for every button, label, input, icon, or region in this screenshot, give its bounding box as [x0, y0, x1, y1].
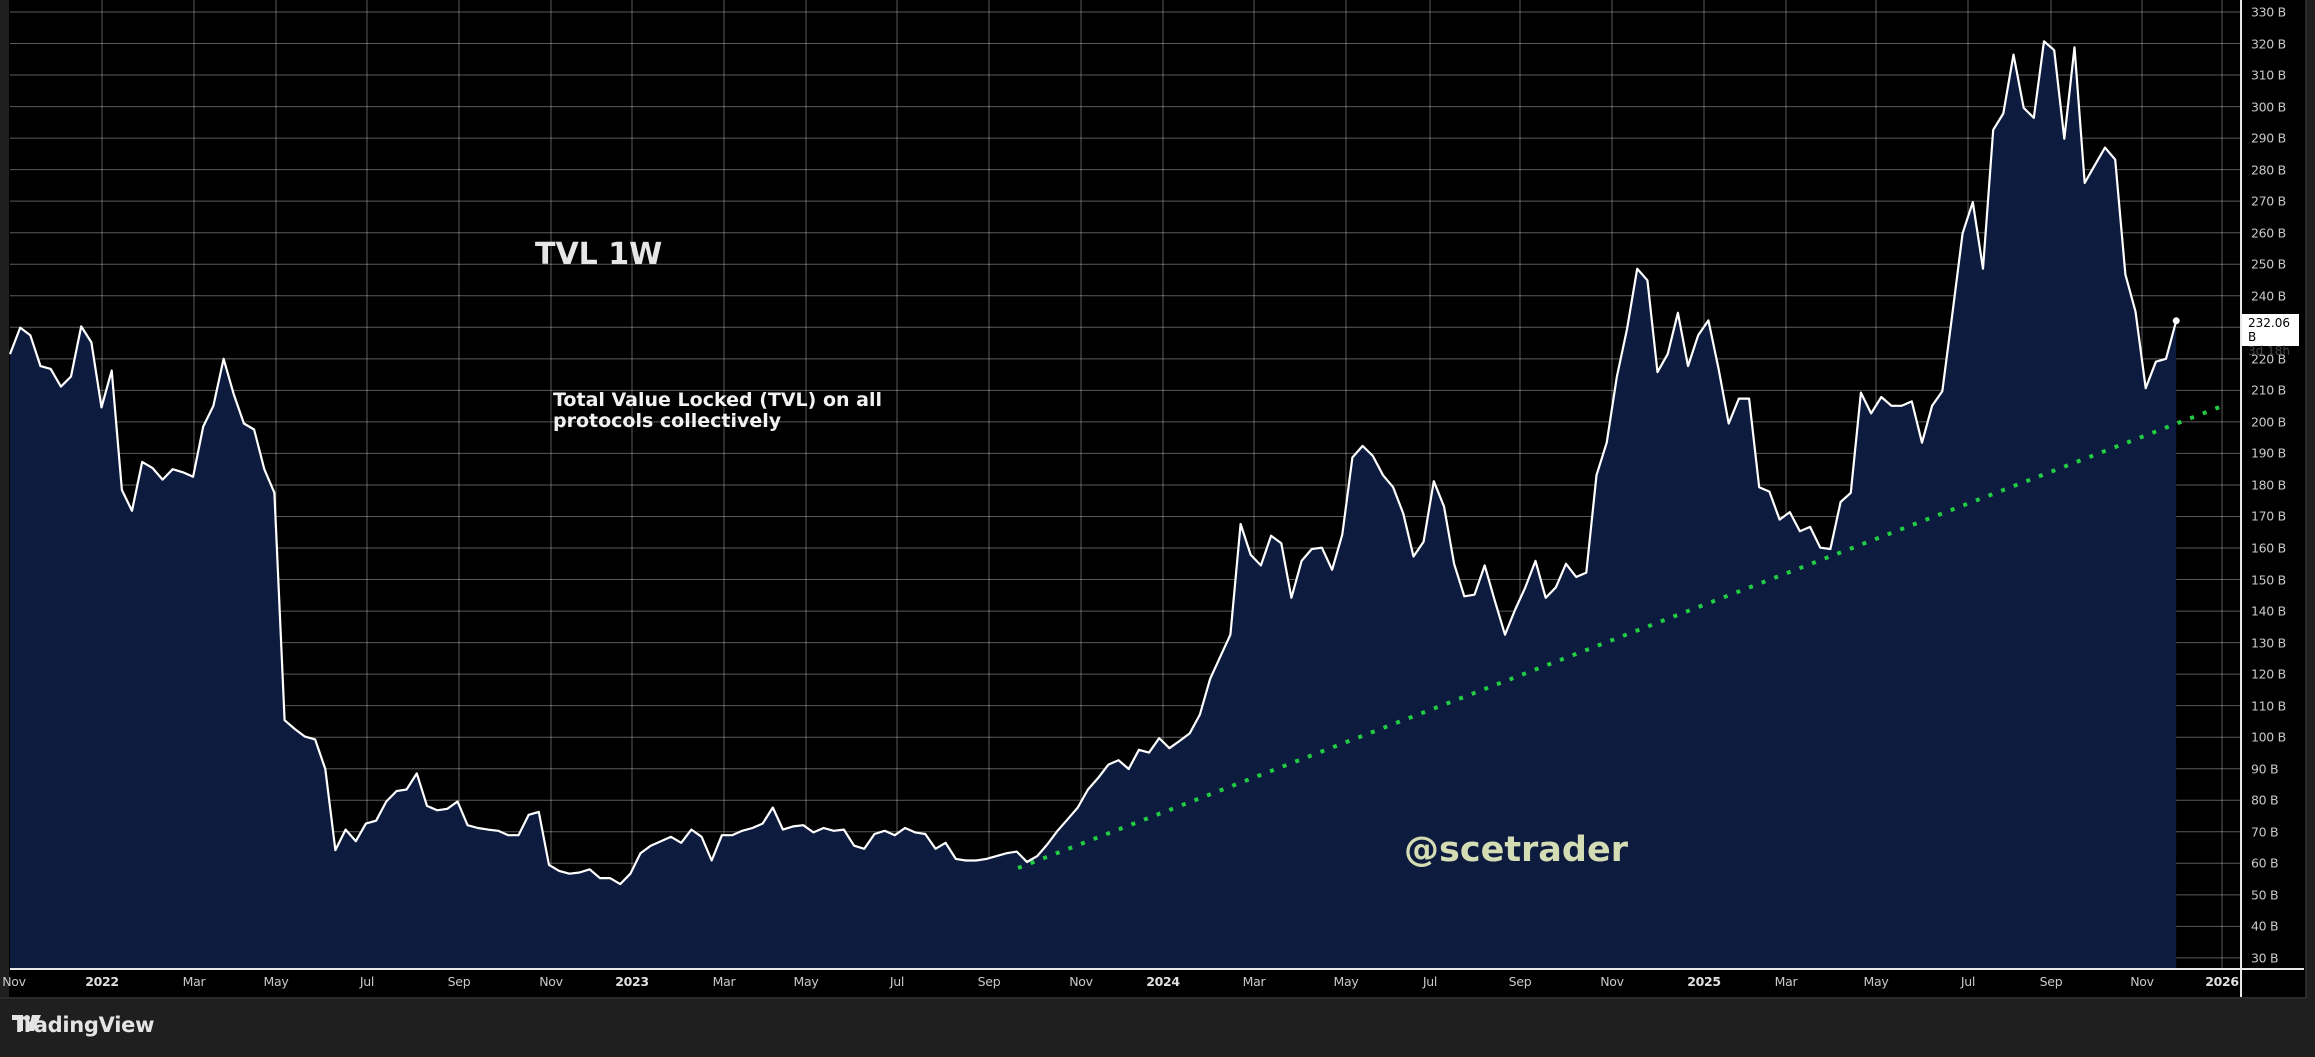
x-tick-label: Sep — [1508, 974, 1532, 989]
tradingview-logo-icon — [12, 1015, 41, 1031]
y-tick-label: 80 B — [2251, 792, 2279, 808]
y-tick-label: 120 B — [2251, 666, 2286, 682]
y-tick-label: 150 B — [2251, 572, 2286, 588]
y-tick-label: 50 B — [2251, 887, 2279, 903]
y-tick-label: 220 B — [2251, 351, 2286, 367]
x-tick-label: May — [263, 974, 289, 989]
y-tick-label: 180 B — [2251, 477, 2286, 493]
y-tick-label: 270 B — [2251, 193, 2286, 209]
y-tick-label: 260 B — [2251, 225, 2286, 241]
x-tick-label: Jul — [359, 974, 375, 989]
last-price-value: 232.06 B — [2248, 316, 2290, 344]
y-tick-label: 70 B — [2251, 824, 2279, 840]
x-tick-label: 2025 — [1687, 974, 1721, 989]
x-tick-label: Nov — [2130, 974, 2154, 989]
y-tick-label: 280 B — [2251, 162, 2286, 178]
x-tick-label: Jul — [1960, 974, 1976, 989]
y-tick-label: 310 B — [2251, 67, 2286, 83]
x-tick-label: Sep — [2039, 974, 2063, 989]
left-edge — [0, 0, 9, 997]
y-tick-label: 140 B — [2251, 603, 2286, 619]
x-tick-label: Mar — [182, 974, 206, 989]
x-tick-label: 2023 — [615, 974, 649, 989]
y-tick-label: 130 B — [2251, 635, 2286, 651]
last-point-marker — [2172, 317, 2180, 325]
x-tick-label: Mar — [1242, 974, 1266, 989]
x-tick-label: 2026 — [2205, 974, 2239, 989]
bar-countdown: 3d 18h — [2248, 344, 2290, 358]
x-tick-label: May — [1863, 974, 1889, 989]
y-tick-label: 110 B — [2251, 698, 2286, 714]
x-tick-label: Jul — [1422, 974, 1438, 989]
footer-branding[interactable]: TradingView — [12, 1013, 154, 1037]
y-tick-label: 40 B — [2251, 918, 2279, 934]
x-tick-label: Nov — [1600, 974, 1624, 989]
y-tick-label: 170 B — [2251, 508, 2286, 524]
x-tick-label: May — [1333, 974, 1359, 989]
x-tick-label: Nov — [539, 974, 563, 989]
x-tick-label: Mar — [1774, 974, 1798, 989]
x-tick-label: Jul — [889, 974, 905, 989]
y-tick-label: 250 B — [2251, 256, 2286, 272]
x-tick-label: Nov — [2, 974, 26, 989]
y-tick-label: 330 B — [2251, 4, 2286, 20]
x-tick-label: 2024 — [1146, 974, 1180, 989]
author-watermark: @scetrader — [1404, 830, 1628, 870]
y-tick-label: 100 B — [2251, 729, 2286, 745]
chart-annotation: Total Value Locked (TVL) on all protocol… — [553, 389, 882, 432]
y-tick-label: 90 B — [2251, 761, 2279, 777]
y-tick-label: 200 B — [2251, 414, 2286, 430]
x-tick-label: 2022 — [85, 974, 119, 989]
y-tick-label: 300 B — [2251, 99, 2286, 115]
x-tick-label: May — [793, 974, 819, 989]
y-tick-label: 60 B — [2251, 855, 2279, 871]
x-tick-label: Nov — [1069, 974, 1093, 989]
last-price-label: 232.06 B 3d 18h — [2242, 314, 2299, 358]
x-tick-label: Mar — [712, 974, 736, 989]
y-tick-label: 240 B — [2251, 288, 2286, 304]
tvl-area-fill — [10, 41, 2177, 970]
y-tick-label: 290 B — [2251, 130, 2286, 146]
x-tick-label: Sep — [977, 974, 1001, 989]
y-tick-label: 210 B — [2251, 382, 2286, 398]
y-tick-label: 30 B — [2251, 950, 2279, 966]
x-tick-label: Sep — [447, 974, 471, 989]
y-tick-label: 320 B — [2251, 36, 2286, 52]
y-tick-label: 160 B — [2251, 540, 2286, 556]
tvl-line — [8, 40, 2178, 886]
chart-title: TVL 1W — [535, 237, 663, 272]
y-tick-label: 190 B — [2251, 445, 2286, 461]
